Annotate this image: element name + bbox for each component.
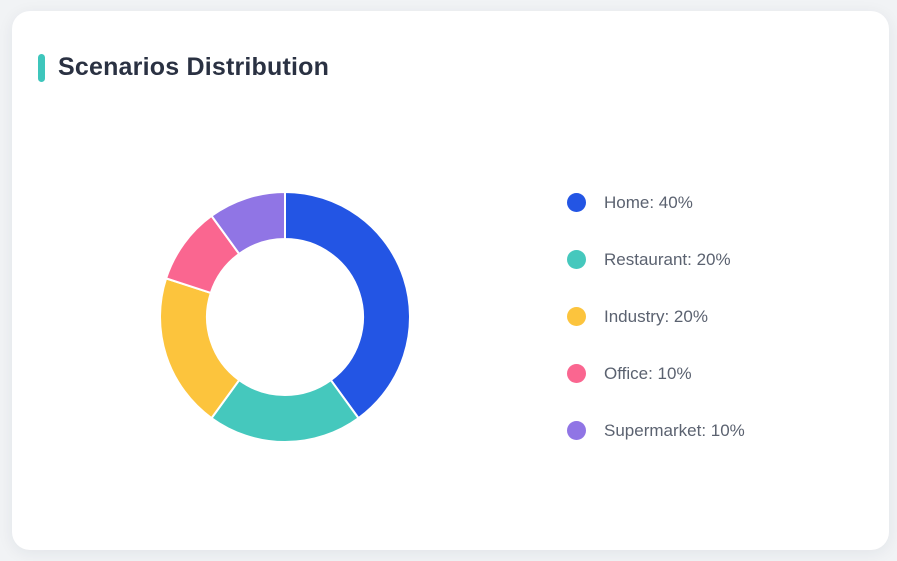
chart-legend: Home: 40% Restaurant: 20% Industry: 20% Off… xyxy=(567,193,745,440)
legend-swatch-icon xyxy=(567,250,586,269)
legend-swatch-icon xyxy=(567,307,586,326)
legend-item-home[interactable]: Home: 40% xyxy=(567,193,745,212)
donut-chart-container xyxy=(157,189,413,445)
donut-segment-industry[interactable] xyxy=(159,277,241,420)
legend-swatch-icon xyxy=(567,421,586,440)
scenarios-distribution-card: Scenarios Distribution Home: 40% Restaura… xyxy=(12,11,889,550)
donut-chart xyxy=(159,191,411,443)
legend-label: Restaurant: 20% xyxy=(604,249,731,269)
page-title: Scenarios Distribution xyxy=(58,53,330,81)
legend-item-office[interactable]: Office: 10% xyxy=(567,364,745,383)
title-accent-bar xyxy=(38,53,45,82)
legend-label: Industry: 20% xyxy=(604,306,708,326)
card-header: Scenarios Distribution xyxy=(38,53,329,82)
legend-item-restaurant[interactable]: Restaurant: 20% xyxy=(567,250,745,269)
legend-item-supermarket[interactable]: Supermarket: 10% xyxy=(567,421,745,440)
donut-segment-supermarket[interactable] xyxy=(210,191,286,255)
legend-label: Supermarket: 10% xyxy=(604,420,745,440)
legend-label: Home: 40% xyxy=(604,192,693,212)
donut-segment-home[interactable] xyxy=(284,191,411,420)
legend-swatch-icon xyxy=(567,364,586,383)
legend-item-industry[interactable]: Industry: 20% xyxy=(567,307,745,326)
legend-swatch-icon xyxy=(567,193,586,212)
legend-label: Office: 10% xyxy=(604,363,692,383)
